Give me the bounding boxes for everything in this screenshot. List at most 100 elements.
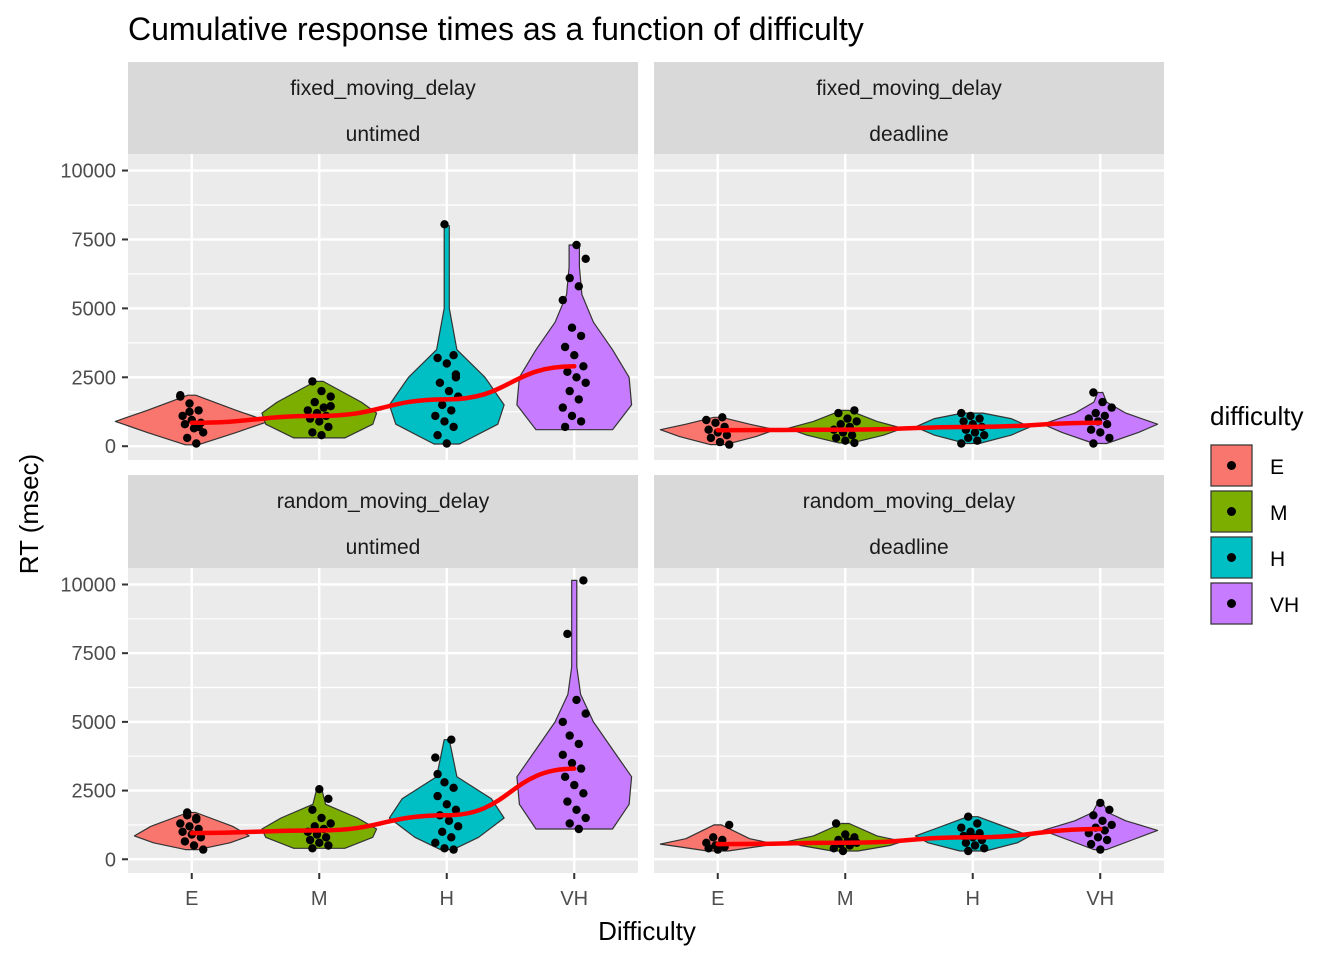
data-point <box>841 436 850 445</box>
data-point <box>957 408 966 418</box>
data-point <box>431 838 440 847</box>
data-point <box>836 420 845 429</box>
data-point <box>433 353 442 363</box>
data-point <box>176 819 185 828</box>
data-point <box>834 408 843 418</box>
data-point <box>563 367 572 376</box>
data-point <box>964 812 973 821</box>
data-point <box>185 407 194 416</box>
data-point <box>572 695 581 705</box>
data-point <box>449 351 458 360</box>
data-point <box>1107 403 1116 412</box>
data-point <box>431 753 440 762</box>
data-point <box>572 240 581 250</box>
data-point <box>315 417 324 426</box>
data-point <box>1096 798 1105 808</box>
data-point <box>709 833 718 842</box>
y-tick-label: 2500 <box>72 367 117 389</box>
data-point <box>572 805 581 814</box>
data-point <box>326 402 335 411</box>
violin <box>787 409 904 444</box>
data-point <box>319 403 328 412</box>
data-point <box>560 772 570 781</box>
data-point <box>563 629 572 639</box>
data-point <box>449 783 458 792</box>
data-point <box>303 406 312 415</box>
data-point <box>852 417 861 426</box>
data-point <box>1100 411 1110 421</box>
data-point <box>725 440 734 449</box>
data-point <box>576 764 586 773</box>
x-tick-label: M <box>837 888 854 910</box>
data-point <box>581 813 590 823</box>
data-point <box>317 431 326 440</box>
data-point <box>321 833 331 842</box>
data-point <box>310 397 319 407</box>
data-point <box>579 362 588 371</box>
data-point <box>711 418 720 427</box>
violin <box>516 579 633 830</box>
data-point <box>1089 439 1098 448</box>
facet-strip-label: deadline <box>869 123 948 146</box>
data-point <box>451 805 461 814</box>
data-point <box>435 378 445 387</box>
data-point <box>326 392 335 401</box>
data-point <box>843 414 852 423</box>
y-tick-label: 7500 <box>72 229 117 251</box>
data-point <box>558 403 567 412</box>
x-tick-label: E <box>711 888 724 910</box>
legend-title: difficulty <box>1210 401 1303 431</box>
data-point <box>431 411 440 421</box>
y-tick-label: 2500 <box>72 781 117 803</box>
data-point <box>1100 826 1110 835</box>
data-point <box>447 406 456 415</box>
data-point <box>324 422 333 432</box>
data-point <box>308 844 317 853</box>
data-point <box>964 433 973 443</box>
legend-point <box>1227 553 1236 562</box>
legend-label: M <box>1270 502 1288 525</box>
data-point <box>442 439 451 448</box>
y-tick-label: 5000 <box>72 298 117 320</box>
y-axis-label: RT (msec) <box>14 454 44 574</box>
data-point <box>192 439 201 448</box>
data-point <box>433 791 442 801</box>
facet-strip-label: deadline <box>869 536 948 559</box>
legend-point <box>1227 599 1236 608</box>
facet-strip-label: fixed_moving_delay <box>816 77 1002 100</box>
trend-line <box>189 364 577 426</box>
y-tick-label: 7500 <box>72 643 117 665</box>
data-point <box>572 373 581 382</box>
data-point <box>178 827 187 836</box>
data-point <box>581 709 590 718</box>
data-point <box>194 406 203 415</box>
data-point <box>180 837 190 846</box>
data-point <box>957 823 966 832</box>
data-point <box>449 845 458 854</box>
data-point <box>560 422 570 432</box>
data-point <box>199 845 208 854</box>
data-point <box>185 399 194 408</box>
data-point <box>308 805 317 814</box>
data-point <box>702 415 711 425</box>
data-point <box>567 758 577 768</box>
y-tick-label: 0 <box>105 849 116 871</box>
data-point <box>442 800 451 809</box>
data-point <box>560 342 570 352</box>
data-point <box>576 331 586 341</box>
facet-panel: fixed_moving_delay deadline <box>654 62 1164 460</box>
facet-strip-label: random_moving_delay <box>277 490 490 513</box>
data-point <box>567 323 577 332</box>
data-point <box>725 820 734 830</box>
data-point <box>1098 816 1107 825</box>
trend-line <box>189 766 577 836</box>
data-point <box>838 846 848 856</box>
data-point <box>581 378 590 387</box>
data-point <box>850 406 859 415</box>
data-point <box>1086 839 1096 849</box>
data-point <box>574 282 583 291</box>
data-point <box>1102 420 1112 429</box>
data-point <box>315 838 324 847</box>
data-point <box>567 411 577 421</box>
